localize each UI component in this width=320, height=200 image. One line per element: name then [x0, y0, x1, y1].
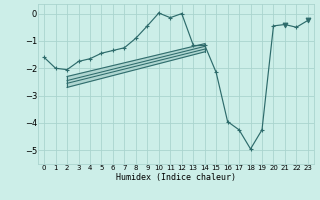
Polygon shape	[67, 44, 205, 87]
X-axis label: Humidex (Indice chaleur): Humidex (Indice chaleur)	[116, 173, 236, 182]
